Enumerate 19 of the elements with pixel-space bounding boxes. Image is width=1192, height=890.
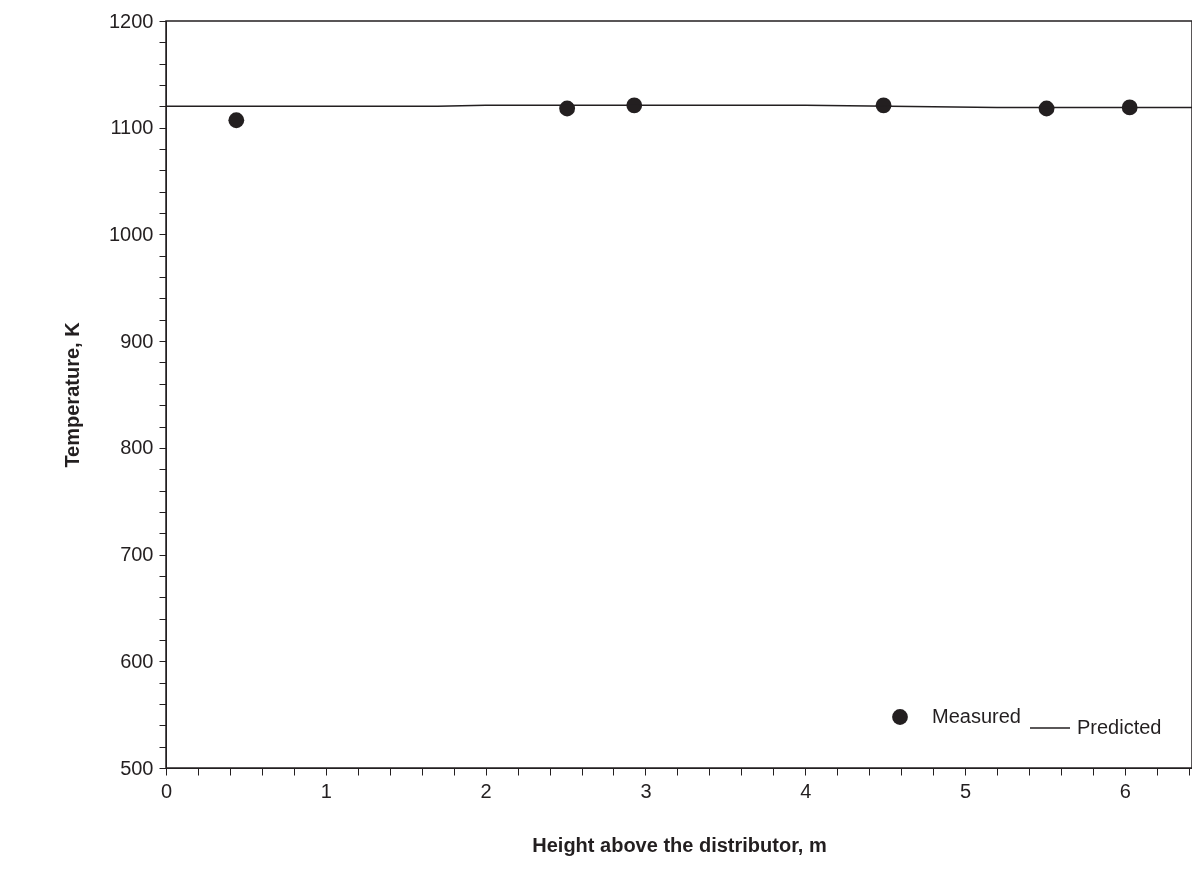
x-tick-label: 5 [960,779,972,802]
x-tick-label: 2 [480,779,492,802]
y-tick-label: 500 [120,756,154,779]
x-tick-label: 1 [320,779,332,802]
y-tick-label: 700 [120,543,154,566]
x-tick-label: 4 [800,779,812,802]
y-tick-label: 1200 [109,9,154,32]
y-tick-label: 800 [120,436,154,459]
x-tick-label: 3 [640,779,652,802]
y-tick-label: 600 [120,649,154,672]
y-tick-label: 900 [120,329,154,352]
x-axis-title: Height above the distributor, m [532,833,827,856]
x-tick-label: 6 [1119,779,1131,802]
y-tick-label: 1100 [110,116,154,139]
y-tick-label: 1000 [109,222,154,245]
x-tick-label: 0 [160,779,173,802]
legend-label: Measured [932,705,1021,727]
legend-label: Predicted [1077,716,1162,738]
y-axis-title: Temperature, K [61,321,84,468]
